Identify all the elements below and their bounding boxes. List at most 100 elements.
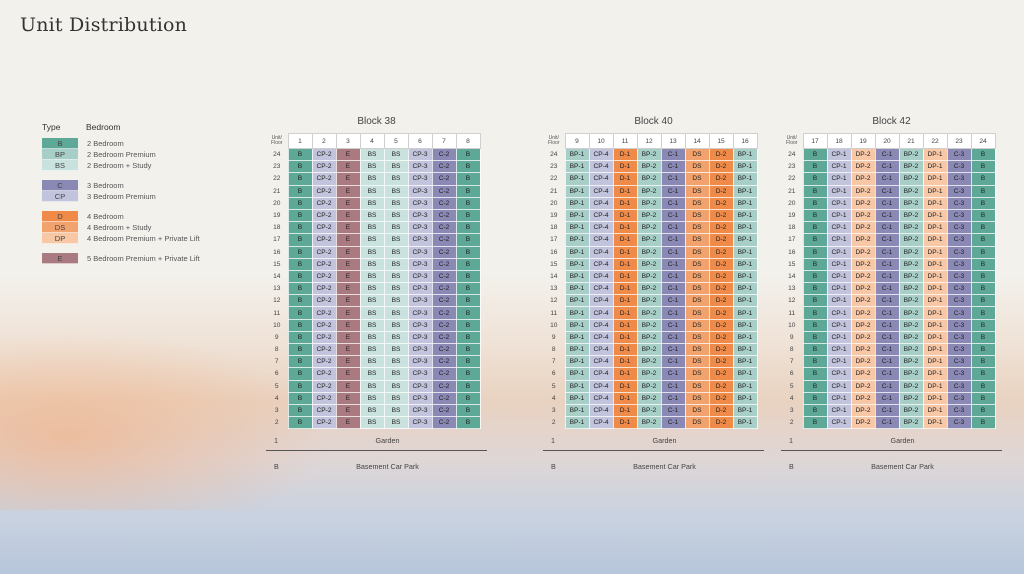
unit-cell: C-1 — [874, 184, 900, 198]
unit-cell: B — [455, 330, 481, 345]
unit-cell: B — [287, 257, 313, 271]
floor-row: 14 B CP-2 E BS BS CP-3 C-2 B — [266, 269, 481, 284]
unit-cell: E — [335, 269, 361, 284]
legend-swatch-b: B — [42, 138, 78, 149]
floor-row: 18 B CP-1 DP-2 C-1 BP-2 DP-1 C-3 B — [781, 221, 996, 235]
unit-cell: D-1 — [612, 257, 638, 271]
unit-cell: BS — [383, 403, 409, 418]
unit-cell: BS — [383, 416, 409, 430]
unit-number: 9 — [564, 133, 590, 149]
unit-cell: BP-1 — [564, 257, 590, 271]
unit-cell: BS — [359, 147, 385, 162]
unit-cell: D-2 — [708, 306, 734, 320]
unit-cell: BS — [383, 221, 409, 235]
unit-cell: CP-4 — [588, 318, 614, 332]
unit-cell: B — [802, 172, 828, 186]
unit-cell: BS — [383, 196, 409, 210]
floor-row: 19 B CP-2 E BS BS CP-3 C-2 B — [266, 208, 481, 223]
floor-row: 22 B CP-1 DP-2 C-1 BP-2 DP-1 C-3 B — [781, 172, 996, 186]
unit-cell: B — [970, 416, 996, 430]
unit-cell: DP-1 — [922, 282, 948, 296]
legend-row: B 2 Bedroom — [42, 138, 242, 149]
unit-cell: B — [970, 147, 996, 162]
floor-number: 19 — [788, 212, 796, 220]
unit-cell: C-3 — [946, 257, 972, 271]
unit-cell: C-1 — [660, 330, 686, 345]
unit-cell: CP-1 — [826, 257, 852, 271]
floor-number: 22 — [788, 175, 796, 183]
floor-number: 10 — [788, 321, 796, 329]
unit-cell: B — [802, 282, 828, 296]
unit-cell: E — [335, 282, 361, 296]
unit-cell: B — [970, 403, 996, 418]
legend-row: C 3 Bedroom — [42, 180, 242, 191]
legend-label: 3 Bedroom Premium — [87, 192, 156, 201]
unit-cell: BS — [383, 282, 409, 296]
floor-number: 23 — [273, 163, 281, 171]
unit-cell: B — [455, 355, 481, 369]
unit-cell: DP-1 — [922, 379, 948, 393]
unit-cell: BP-2 — [636, 416, 662, 430]
unit-cell: BS — [383, 391, 409, 405]
unit-cell: BP-1 — [564, 269, 590, 284]
unit-cell: C-1 — [874, 416, 900, 430]
unit-cell: DS — [684, 330, 710, 345]
garden-row: 1 Garden — [266, 433, 487, 452]
unit-cell: BP-2 — [636, 342, 662, 357]
legend-label: 5 Bedroom Premium + Private Lift — [87, 254, 200, 263]
floor-number: 3 — [789, 407, 794, 415]
unit-cell: BS — [359, 379, 385, 393]
unit-cell: B — [287, 172, 313, 186]
unit-cell: BP-1 — [732, 391, 758, 405]
unit-cell: CP-2 — [311, 294, 337, 308]
unit-cell: E — [335, 245, 361, 259]
unit-cell: BP-1 — [564, 403, 590, 418]
unit-cell: CP-3 — [407, 294, 433, 308]
unit-cell: CP-2 — [311, 342, 337, 357]
unit-cell: BS — [383, 379, 409, 393]
unit-cell: DS — [684, 221, 710, 235]
unit-cell: CP-3 — [407, 403, 433, 418]
floor-row: 13 BP-1 CP-4 D-1 BP-2 C-1 DS D-2 BP-1 — [543, 282, 758, 296]
unit-cell: DP-1 — [922, 172, 948, 186]
floor-number: 9 — [274, 333, 279, 341]
floor-number: 6 — [551, 370, 556, 378]
unit-cell: B — [455, 367, 481, 381]
unit-cell: DP-1 — [922, 196, 948, 210]
unit-cell: D-1 — [612, 294, 638, 308]
unit-cell: B — [802, 184, 828, 198]
floor-number: 4 — [551, 394, 556, 402]
block-40: Block 40 Unit/Floor 9 10 11 12 13 14 15 16 24 BP-1 C… — [543, 116, 764, 473]
unit-cell: DP-1 — [922, 208, 948, 223]
basement-label: Basement Car Park — [871, 461, 934, 471]
floor-row: 21 B CP-2 E BS BS CP-3 C-2 B — [266, 184, 481, 198]
floor-number: 12 — [273, 297, 281, 305]
legend-row: E 5 Bedroom Premium + Private Lift — [42, 253, 242, 264]
floor-row: 23 B CP-2 E BS BS CP-3 C-2 B — [266, 160, 481, 174]
unit-number: 22 — [922, 133, 948, 149]
unit-cell: C-2 — [431, 221, 457, 235]
legend-row: D 4 Bedroom — [42, 211, 242, 222]
unit-cell: DP-2 — [850, 342, 876, 357]
unit-cell: DP-1 — [922, 367, 948, 381]
unit-cell: CP-1 — [826, 330, 852, 345]
unit-cell: B — [970, 172, 996, 186]
floor-number: 8 — [789, 346, 794, 354]
garden-label: Garden — [652, 435, 677, 445]
floor-number: 15 — [788, 260, 796, 268]
unit-cell: BP-1 — [564, 196, 590, 210]
floor-number: 20 — [788, 199, 796, 207]
unit-cell: C-3 — [946, 160, 972, 174]
unit-number: 18 — [826, 133, 852, 149]
legend-swatch-bp: BP — [42, 149, 78, 160]
unit-cell: DP-1 — [922, 184, 948, 198]
unit-number: 11 — [612, 133, 638, 149]
floor-number: 16 — [273, 248, 281, 256]
unit-cell: B — [455, 160, 481, 174]
unit-cell: BP-2 — [898, 147, 924, 162]
unit-cell: BP-1 — [564, 355, 590, 369]
floor-number: 23 — [788, 163, 796, 171]
legend-type-header: Type — [42, 122, 61, 132]
unit-cell: BS — [359, 282, 385, 296]
unit-cell: BP-2 — [636, 306, 662, 320]
